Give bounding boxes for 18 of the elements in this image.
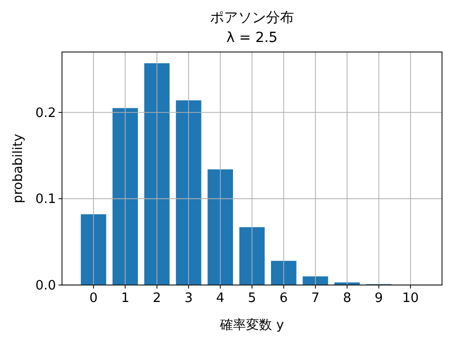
x-tick-label: 0 [89, 291, 98, 306]
x-tick-label: 1 [121, 291, 130, 306]
y-axis-title: probability [11, 134, 26, 204]
x-tick-label: 2 [152, 291, 162, 306]
x-tick-label: 4 [216, 291, 224, 306]
x-tick-label: 6 [280, 291, 288, 306]
y-tick-label: 0.1 [35, 192, 56, 208]
x-tick-label: 5 [248, 291, 256, 306]
x-tick-label: 8 [342, 291, 352, 306]
chart-title: ポアソン分布 [210, 10, 294, 26]
x-axis-title: 確率変数 y [219, 317, 284, 333]
x-tick-label: 9 [374, 291, 383, 306]
y-tick-label: 0.0 [35, 278, 56, 294]
y-tick-label: 0.2 [35, 106, 56, 121]
x-tick-label: 10 [402, 291, 419, 306]
chart-subtitle: λ = 2.5 [226, 30, 278, 46]
x-tick-label: 3 [184, 291, 193, 306]
x-tick-label: 7 [311, 291, 320, 306]
